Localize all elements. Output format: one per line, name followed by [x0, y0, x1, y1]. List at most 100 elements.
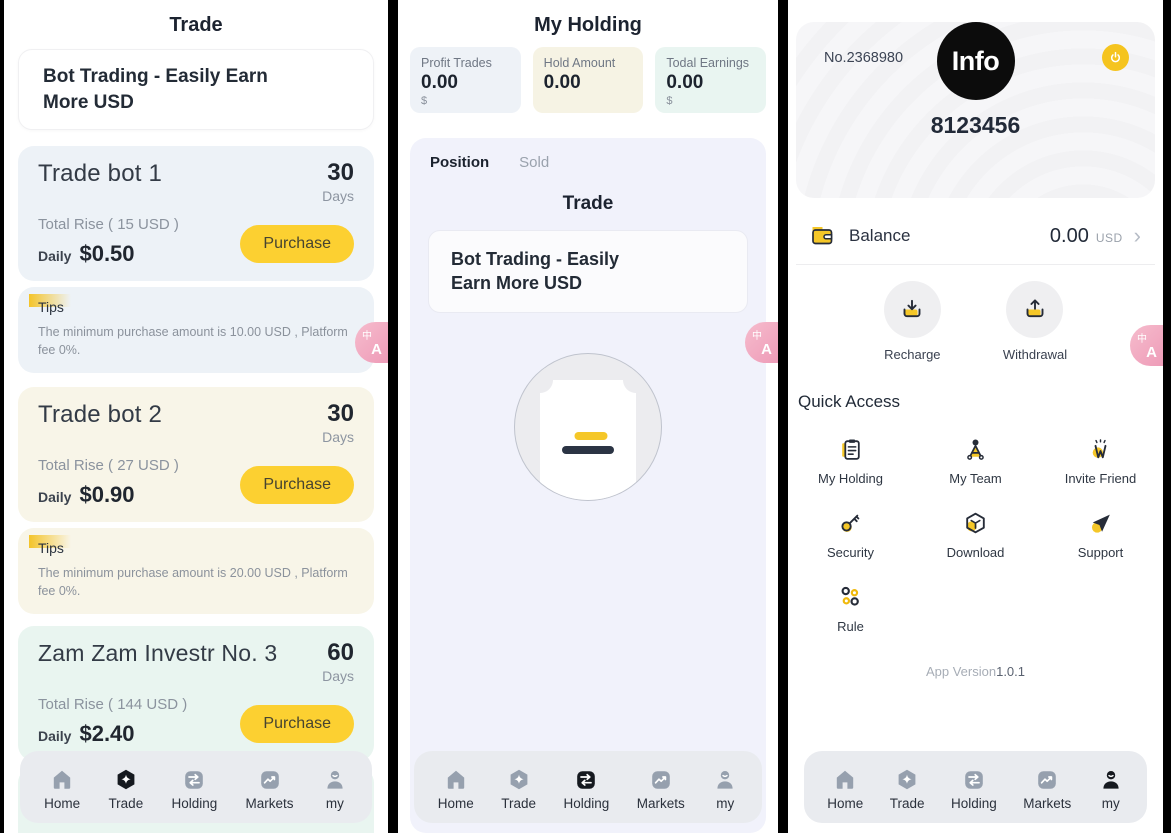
bot-card: Trade bot 1 30 Days Total Rise ( 15 USD …: [18, 146, 374, 374]
chevron-right-icon: ›: [1133, 223, 1141, 248]
stat-label: Todal Earnings: [666, 56, 750, 70]
balance-value: 0.00: [1049, 225, 1089, 247]
nav-my[interactable]: my: [1098, 767, 1124, 811]
quick-rule[interactable]: Rule: [788, 574, 913, 648]
bot-days-label: Days: [322, 187, 354, 204]
recharge-button[interactable]: Recharge: [883, 281, 941, 362]
account-number: No.2368980: [824, 50, 904, 66]
banner-text: Bot Trading - Easily Earn More USD: [451, 249, 620, 294]
nav-my[interactable]: my: [712, 767, 738, 811]
nav-label: Holding: [563, 796, 610, 811]
bot-total-rise: Total Rise ( 27 USD ): [38, 457, 179, 475]
bot-trading-banner[interactable]: Bot Trading - Easily Earn More USD: [428, 230, 748, 313]
nav-label: Trade: [889, 796, 925, 811]
page-title: My Holding: [534, 14, 642, 36]
holding-screen: My Holding Profit Trades 0.00 $ Hold Amo…: [398, 0, 778, 833]
nav-label: my: [1101, 796, 1120, 811]
nav-home[interactable]: Home: [438, 767, 474, 811]
wallet-actions: Recharge Withdrawal: [788, 281, 1163, 362]
nav-markets[interactable]: Markets: [1023, 767, 1071, 811]
section-title: Trade: [562, 193, 614, 214]
tips-text: The minimum purchase amount is 10.00 USD…: [38, 325, 348, 358]
ticket-yellow-bar: [574, 431, 608, 440]
bot-trading-banner[interactable]: Bot Trading - Easily Earn More USD: [18, 49, 374, 131]
nav-trade[interactable]: Trade: [108, 767, 143, 811]
tab-sold[interactable]: Sold: [519, 154, 550, 171]
purchase-button[interactable]: Purchase: [240, 225, 354, 264]
nav-trade[interactable]: Trade: [890, 767, 925, 811]
empty-state-icon: [514, 352, 662, 501]
logout-button[interactable]: [1102, 44, 1129, 71]
nav-label: Home: [44, 796, 81, 811]
quick-invite-friend[interactable]: Invite Friend: [1038, 426, 1163, 500]
invite-friend-icon: [1092, 439, 1107, 459]
translate-button[interactable]: 中 A: [1130, 325, 1163, 366]
screen-divider: [388, 0, 398, 833]
positions-card: Position Sold Trade Bot Trading - Easily…: [410, 138, 766, 833]
nav-my[interactable]: my: [322, 767, 348, 811]
daily-label: Daily: [38, 489, 72, 506]
quick-support[interactable]: Support: [1038, 500, 1163, 574]
app-version: App Version1.0.1: [788, 664, 1163, 679]
translate-en-glyph: A: [761, 341, 772, 358]
home-icon: [53, 770, 71, 789]
bot-card-main: Trade bot 1 30 Days Total Rise ( 15 USD …: [18, 146, 374, 282]
support-icon: [1091, 514, 1110, 533]
quick-my-holding[interactable]: My Holding: [788, 426, 913, 500]
nav-label: Home: [437, 796, 474, 811]
my-icon: [1103, 771, 1119, 789]
daily-label: Daily: [38, 728, 72, 745]
bottom-nav: Home Trade Holding Markets my: [414, 751, 762, 823]
balance-row[interactable]: Balance 0.00 USD ›: [810, 224, 1141, 248]
nav-markets[interactable]: Markets: [637, 767, 685, 811]
withdrawal-button[interactable]: Withdrawal: [1003, 281, 1067, 362]
bot-card: Trade bot 2 30 Days Total Rise ( 27 USD …: [18, 387, 374, 615]
nav-holding[interactable]: Holding: [563, 767, 609, 811]
markets-icon: [651, 771, 670, 789]
stat-hold-amount: Hold Amount 0.00: [532, 47, 644, 113]
nav-trade[interactable]: Trade: [501, 767, 536, 811]
tips-label: Tips: [29, 294, 71, 316]
app-logo: Info: [936, 22, 1015, 100]
nav-label: Markets: [1023, 796, 1072, 811]
bot-card-main: Zam Zam Investr No. 3 60 Days Total Rise…: [18, 626, 374, 762]
translate-button[interactable]: 中 A: [355, 322, 388, 363]
quick-my-team[interactable]: My Team: [913, 426, 1038, 500]
purchase-button[interactable]: Purchase: [240, 705, 354, 744]
nav-label: Home: [827, 796, 864, 811]
nav-home[interactable]: Home: [44, 767, 80, 811]
profile-screen: No.2368980 Info 8123456 Balance 0.00 USD…: [788, 0, 1163, 833]
rule-icon: [841, 586, 859, 606]
translate-cn-glyph: 中: [1137, 334, 1147, 345]
trade-icon: [117, 769, 135, 790]
bot-days-value: 60: [327, 639, 354, 667]
app-version-value: 1.0.1: [996, 664, 1026, 679]
translate-cn-glyph: 中: [362, 331, 372, 342]
nav-label: Markets: [245, 796, 294, 811]
bot-total-rise: Total Rise ( 15 USD ): [38, 216, 179, 234]
quick-security[interactable]: Security: [788, 500, 913, 574]
nav-label: Trade: [108, 796, 144, 811]
translate-button[interactable]: 中 A: [745, 322, 778, 363]
translate-cn-glyph: 中: [752, 331, 762, 342]
nav-label: Holding: [950, 796, 997, 811]
stat-total-earnings: Todal Earnings 0.00 $: [655, 47, 767, 113]
purchase-button[interactable]: Purchase: [240, 466, 354, 505]
quick-download[interactable]: Download: [913, 500, 1038, 574]
bot-days-label: Days: [322, 428, 354, 445]
bot-name: Zam Zam Investr No. 3: [38, 640, 278, 667]
daily-value: $0.50: [79, 241, 135, 267]
recharge-icon: [883, 281, 941, 338]
tab-position[interactable]: Position: [430, 154, 490, 171]
holding-icon: [965, 771, 983, 789]
daily-value: $0.90: [79, 482, 135, 508]
ticket-notch: [527, 366, 553, 393]
holding-icon: [577, 771, 596, 789]
nav-holding[interactable]: Holding: [171, 767, 217, 811]
nav-home[interactable]: Home: [827, 767, 863, 811]
bot-days-value: 30: [327, 400, 354, 428]
recharge-label: Recharge: [884, 347, 941, 362]
stats-row: Profit Trades 0.00 $ Hold Amount 0.00 To…: [410, 47, 767, 113]
nav-markets[interactable]: Markets: [246, 767, 294, 811]
nav-holding[interactable]: Holding: [951, 767, 997, 811]
